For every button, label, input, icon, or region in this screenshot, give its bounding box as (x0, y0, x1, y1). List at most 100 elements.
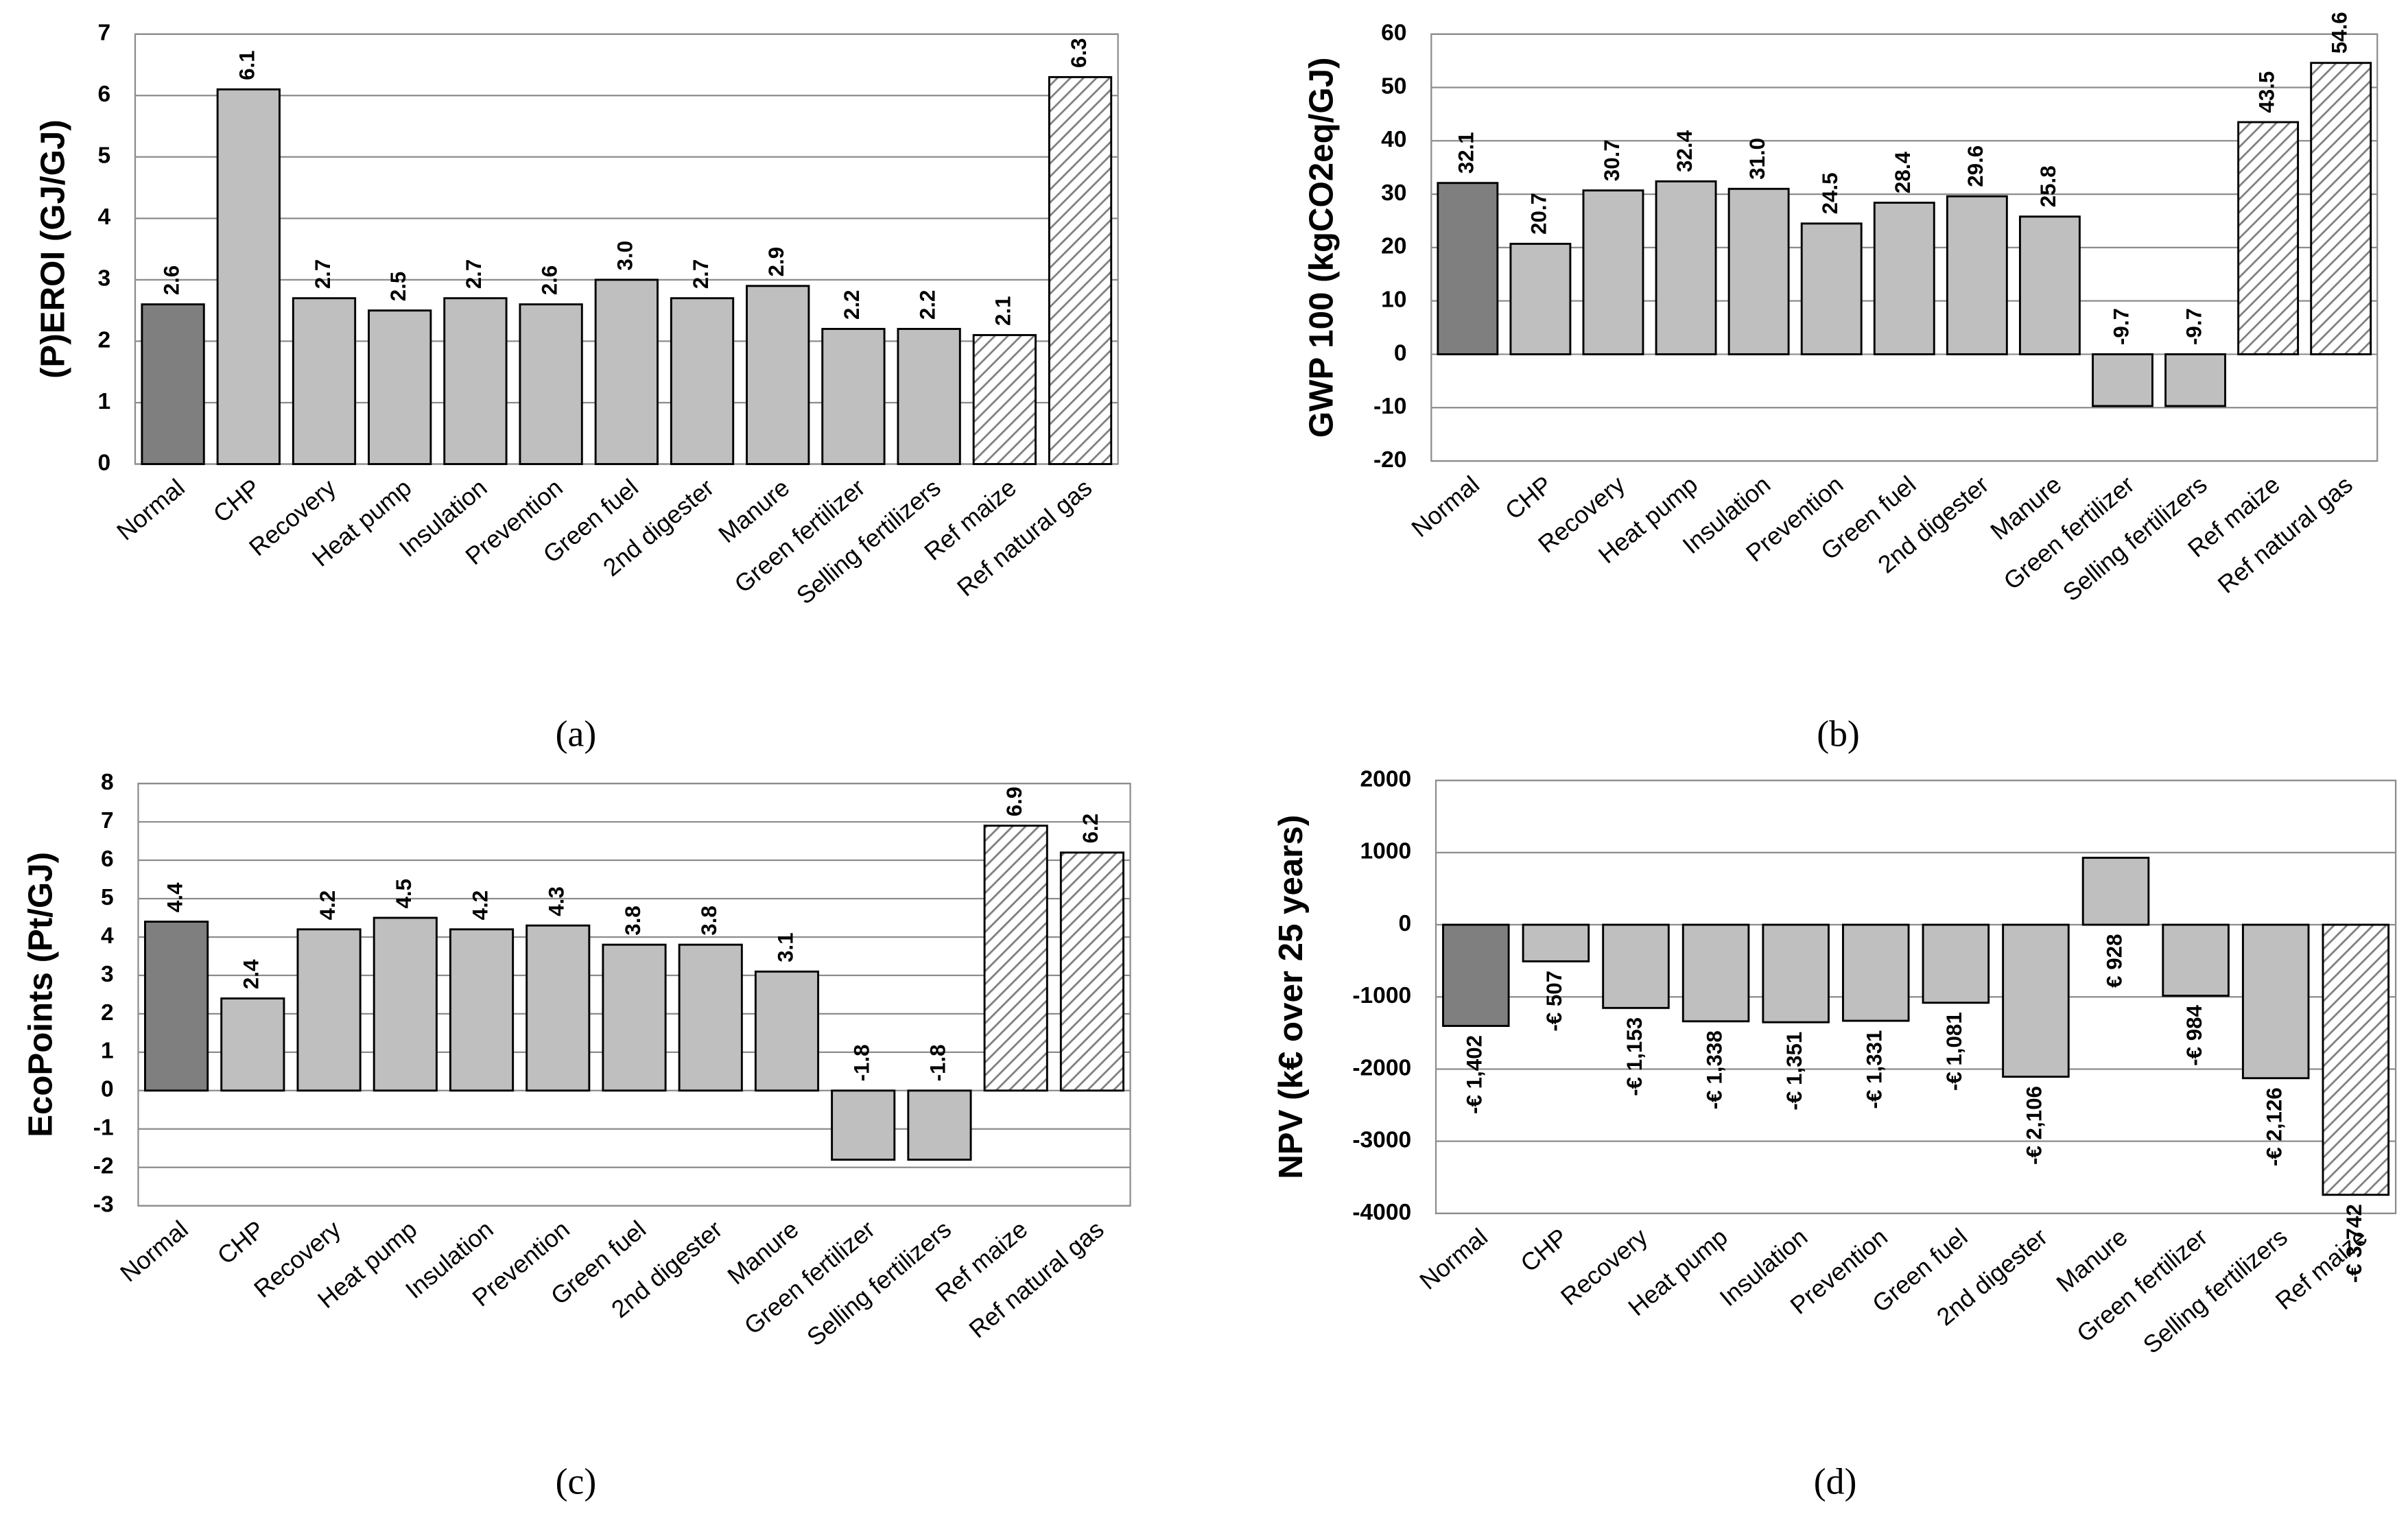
y-tick-label: -20 (1373, 447, 1407, 473)
y-axis-label: EcoPoints (Pt/GJ) (22, 852, 60, 1137)
value-label: 54.6 (2327, 12, 2351, 54)
bar (2018, 215, 2081, 355)
y-tick-label: 4 (98, 204, 111, 230)
value-label: 32.1 (1454, 132, 1478, 174)
bar (983, 825, 1048, 1092)
bar (220, 997, 285, 1092)
bar (1048, 75, 1113, 465)
bar (1582, 189, 1644, 355)
chart-panel: -3-2-10123456784.4Normal2.4CHP4.2Recover… (22, 770, 1131, 1502)
value-label: € 928 (2102, 934, 2126, 987)
y-tick-label: 2 (98, 327, 111, 353)
value-label: -€ 507 (1542, 971, 1566, 1032)
value-label: 6.3 (1067, 38, 1091, 68)
y-tick-label: 2000 (1360, 766, 1412, 792)
value-label: 4.5 (392, 879, 416, 909)
bar (2322, 923, 2390, 1196)
y-tick-label: 1 (98, 389, 111, 414)
value-label: 43.5 (2254, 71, 2278, 113)
x-tick-label: Normal (1415, 1223, 1493, 1295)
value-label: 6.1 (235, 50, 259, 80)
bar (1059, 851, 1124, 1092)
bar (519, 303, 583, 465)
value-label: 2.7 (689, 259, 713, 289)
bar (972, 333, 1037, 465)
y-tick-label: 20 (1381, 234, 1406, 259)
y-axis-label: GWP 100 (kgCO2eq/GJ) (1303, 58, 1341, 438)
value-label: 6.9 (1002, 787, 1026, 817)
y-tick-label: 10 (1381, 287, 1406, 313)
bar (1442, 923, 1510, 1028)
value-label: 24.5 (1818, 172, 1842, 214)
value-label: -9.7 (2182, 308, 2206, 345)
y-tick-label: -1000 (1352, 983, 1411, 1008)
value-label: -€ 1,153 (1622, 1017, 1646, 1096)
y-tick-label: 60 (1381, 21, 1406, 46)
bar (2310, 62, 2372, 355)
y-tick-label: 3 (98, 266, 111, 292)
value-label: -€ 1,351 (1782, 1032, 1806, 1111)
y-tick-label: 30 (1381, 180, 1406, 206)
bar (670, 297, 735, 465)
value-label: 3.8 (621, 905, 645, 936)
x-tick-label: Ref natural gas (952, 474, 1098, 602)
y-tick-label: -2000 (1352, 1055, 1411, 1080)
y-tick-label: 0 (101, 1077, 114, 1102)
y-tick-label: -1 (93, 1115, 114, 1141)
bar (449, 928, 515, 1092)
x-tick-label: CHP (208, 474, 265, 528)
value-label: 2.2 (915, 290, 939, 320)
x-tick-label: CHP (212, 1216, 270, 1270)
value-label: 4.4 (163, 882, 187, 912)
value-label: 28.4 (1891, 152, 1915, 194)
x-tick-label: Selling fertilizers (2138, 1223, 2292, 1359)
y-tick-label: 5 (101, 885, 114, 910)
value-label: 4.2 (316, 890, 340, 921)
caption: (d) (1814, 1460, 1857, 1502)
value-label: -€ 3,742 (2342, 1204, 2366, 1283)
y-tick-label: 1000 (1360, 839, 1412, 864)
value-label: 32.4 (1673, 130, 1697, 172)
bar (1842, 923, 1910, 1022)
y-tick-label: 8 (101, 770, 114, 795)
value-label: -€ 1,331 (1863, 1030, 1887, 1109)
x-tick-label: CHP (1515, 1223, 1573, 1277)
y-tick-label: 5 (98, 143, 111, 169)
y-tick-label: 3 (101, 962, 114, 987)
caption: (a) (556, 713, 597, 754)
bar (1681, 923, 1750, 1023)
y-tick-label: -4000 (1352, 1200, 1411, 1225)
value-label: 3.0 (613, 241, 637, 271)
bar (373, 916, 438, 1092)
bar (907, 1089, 972, 1161)
y-tick-label: 0 (1399, 911, 1412, 936)
bar (678, 943, 743, 1092)
y-axis-label: NPV (k€ over 25 years) (1272, 815, 1310, 1179)
value-label: 4.2 (468, 890, 492, 921)
bar (2237, 121, 2300, 355)
value-label: 3.8 (697, 905, 721, 936)
value-label: 2.7 (311, 259, 335, 289)
x-tick-label: Normal (115, 1216, 193, 1288)
bar (746, 285, 810, 465)
value-label: 2.7 (462, 259, 486, 289)
y-tick-label: -3 (93, 1192, 114, 1218)
value-label: -€ 1,081 (1942, 1012, 1966, 1091)
caption: (b) (1817, 713, 1860, 754)
value-label: 2.6 (159, 265, 183, 296)
bar (1509, 242, 1572, 355)
value-label: -1.8 (850, 1044, 874, 1081)
bar (1762, 923, 1830, 1023)
bar (216, 88, 281, 465)
y-tick-label: 6 (98, 82, 111, 107)
bar (292, 297, 357, 465)
y-tick-label: 40 (1381, 127, 1406, 152)
bar (141, 303, 205, 465)
y-tick-label: 0 (1394, 340, 1407, 366)
bar (2241, 923, 2310, 1080)
y-tick-label: -2 (93, 1154, 114, 1179)
value-label: 2.1 (991, 296, 1015, 326)
bar (1727, 187, 1790, 355)
bar (443, 297, 508, 465)
bar (1922, 923, 1990, 1004)
